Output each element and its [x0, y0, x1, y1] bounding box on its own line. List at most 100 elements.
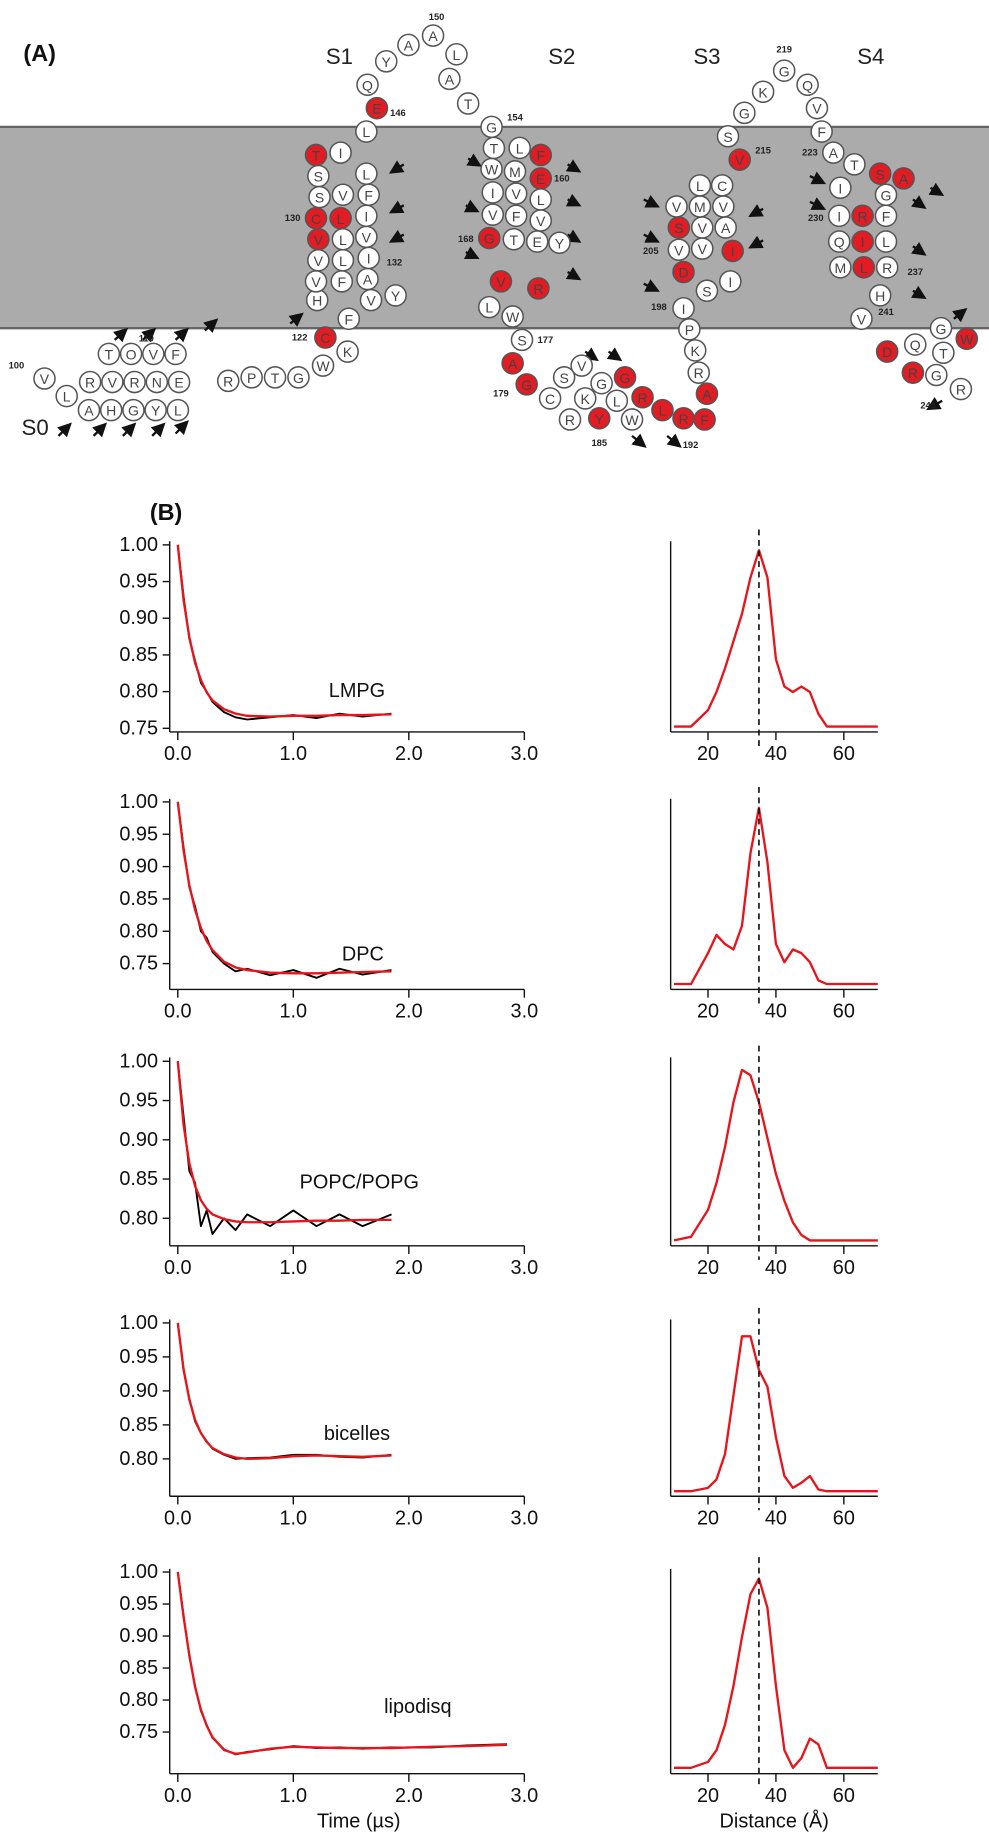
- residue-letter: G: [620, 370, 631, 386]
- arrow: [56, 422, 72, 438]
- residue-circle: [929, 316, 953, 340]
- residue-number: 177: [538, 335, 554, 345]
- residue-circle: [733, 101, 756, 125]
- residue-letter: A: [508, 356, 518, 372]
- residue-letter: I: [731, 244, 735, 260]
- x-tick-label: 1.0: [279, 743, 307, 765]
- residue-circle: [548, 231, 571, 255]
- chart: 0.75 0.80 0.85 0.90 0.95 1.00 0.0 1.0 2.0 3.0 lipo…: [119, 1561, 538, 1833]
- residue-number: 146: [390, 108, 406, 118]
- residue-circle: [875, 256, 899, 279]
- residue-circle: [501, 352, 524, 375]
- residue-letter: W: [506, 309, 520, 325]
- y-tick-label: 1.00: [119, 1561, 158, 1583]
- residue-letter: F: [700, 412, 709, 428]
- residue-circle: [719, 270, 742, 293]
- residue-letter: V: [719, 199, 729, 215]
- residue-circle: [728, 148, 751, 171]
- residue-letter: L: [339, 232, 347, 248]
- residue-letter: G: [293, 370, 304, 386]
- arrow: [809, 171, 827, 185]
- residue-circle: [445, 43, 468, 66]
- residue-circle: [119, 342, 143, 366]
- residue-circle: [329, 206, 352, 230]
- y-tick-label: 0.85: [119, 1657, 158, 1679]
- residue-letter: L: [362, 124, 370, 140]
- residue-circle: [590, 371, 613, 395]
- data-line: [176, 1571, 508, 1755]
- residue-letter: S: [674, 220, 683, 236]
- residue-circle: [336, 340, 359, 363]
- residue-letter: F: [817, 124, 826, 140]
- y-tick-label: 0.75: [119, 1721, 158, 1743]
- residue-circle: [501, 305, 524, 328]
- residue-letter: V: [314, 232, 324, 248]
- residue-circle: [573, 387, 597, 410]
- residue-circle: [525, 230, 549, 253]
- residue-letter: W: [625, 412, 639, 428]
- data-line: [176, 544, 392, 718]
- residue-letter: R: [956, 382, 966, 398]
- residue-letter: S: [559, 370, 568, 386]
- residue-letter: G: [931, 368, 942, 384]
- residue-letter: W: [485, 162, 499, 178]
- residue-letter: L: [174, 403, 182, 419]
- residue-letter: A: [702, 386, 712, 402]
- residue-letter: L: [613, 393, 621, 409]
- y-tick-label: 0.85: [119, 1168, 158, 1190]
- x-tick-label: 40: [765, 1507, 787, 1529]
- residue-circle: [145, 370, 169, 394]
- residue-circle: [843, 153, 866, 176]
- residue-circle: [355, 120, 378, 143]
- residue-circle: [421, 24, 445, 47]
- residue-letter: A: [84, 403, 94, 419]
- residue-letter: V: [577, 358, 587, 374]
- residue-circle: [166, 398, 190, 422]
- residue-circle: [903, 333, 927, 356]
- residue-circle: [77, 398, 101, 422]
- residue-circle: [508, 136, 531, 160]
- residue-circle: [851, 204, 874, 228]
- residue-letter: I: [728, 274, 732, 290]
- x-tick-label: 40: [765, 1257, 787, 1279]
- y-tick-label: 0.80: [119, 1207, 158, 1229]
- residue-letter: H: [106, 403, 116, 419]
- residue-circle: [827, 230, 851, 253]
- arrow: [463, 246, 480, 260]
- residue-letter: K: [691, 343, 701, 359]
- x-tick-label: 1.0: [279, 1257, 307, 1279]
- residue-letter: M: [835, 260, 847, 276]
- residue-circle: [874, 204, 898, 228]
- residue-circle: [932, 341, 955, 365]
- segment-label: S4: [857, 44, 884, 69]
- residue-letter: V: [362, 229, 372, 245]
- residue-circle: [558, 408, 582, 431]
- panel-label: (B): [150, 499, 182, 525]
- residue-circle: [850, 307, 873, 331]
- residue-circle: [667, 238, 691, 262]
- data-line: [176, 1571, 508, 1756]
- residue-circle: [481, 181, 505, 204]
- residue-circle: [122, 398, 145, 422]
- residue-letter: I: [364, 208, 368, 224]
- annotation: POPC/POPG: [300, 1172, 419, 1194]
- residue-circle: [710, 174, 734, 197]
- arrow: [631, 433, 647, 448]
- residue-circle: [164, 342, 187, 366]
- residue-letter: E: [174, 375, 183, 391]
- residue-circle: [570, 354, 593, 377]
- y-tick-label: 0.90: [119, 1625, 158, 1647]
- residue-letter: V: [698, 241, 708, 257]
- y-tick-label: 0.80: [119, 1448, 158, 1470]
- arrow: [463, 199, 480, 213]
- y-tick-label: 0.80: [119, 920, 158, 942]
- residue-letter: H: [875, 288, 885, 304]
- arrow: [928, 182, 945, 196]
- residue-number: 122: [292, 333, 308, 343]
- residue-number: 179: [493, 389, 509, 399]
- residue-letter: R: [694, 365, 704, 381]
- y-tick-label: 0.75: [119, 717, 158, 739]
- y-tick-label: 0.80: [119, 681, 158, 703]
- residue-letter: P: [685, 322, 694, 338]
